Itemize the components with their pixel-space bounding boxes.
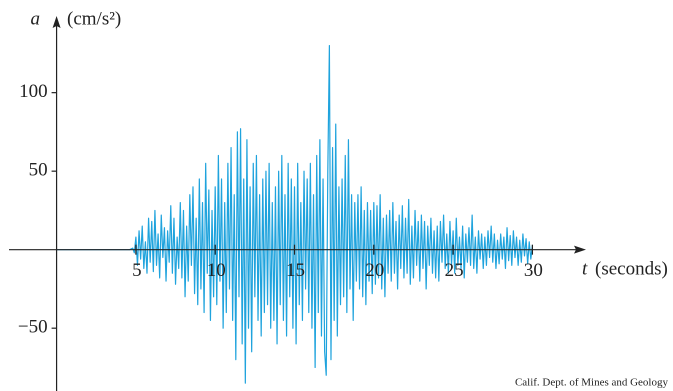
x-tick-label: 25 (445, 260, 464, 281)
x-tick-label: 10 (207, 260, 226, 281)
x-axis-label: t (582, 258, 588, 279)
y-axis-unit: (cm/s²) (67, 8, 121, 29)
y-axis-label: a (31, 8, 41, 29)
y-tick-label: 100 (19, 81, 48, 102)
y-axis-arrow (52, 16, 61, 28)
source-note: Calif. Dept. of Mines and Geology (515, 377, 669, 389)
y-tick-label: −50 (18, 317, 48, 338)
x-tick-label: 15 (286, 260, 305, 281)
x-axis-unit: (seconds) (595, 258, 668, 279)
data-line (56, 44, 534, 384)
x-axis-arrow (574, 245, 586, 254)
x-tick-label: 30 (524, 260, 543, 281)
x-tick-label: 5 (132, 260, 142, 281)
y-tick-label: 50 (29, 160, 48, 181)
x-tick-label: 20 (365, 260, 384, 281)
